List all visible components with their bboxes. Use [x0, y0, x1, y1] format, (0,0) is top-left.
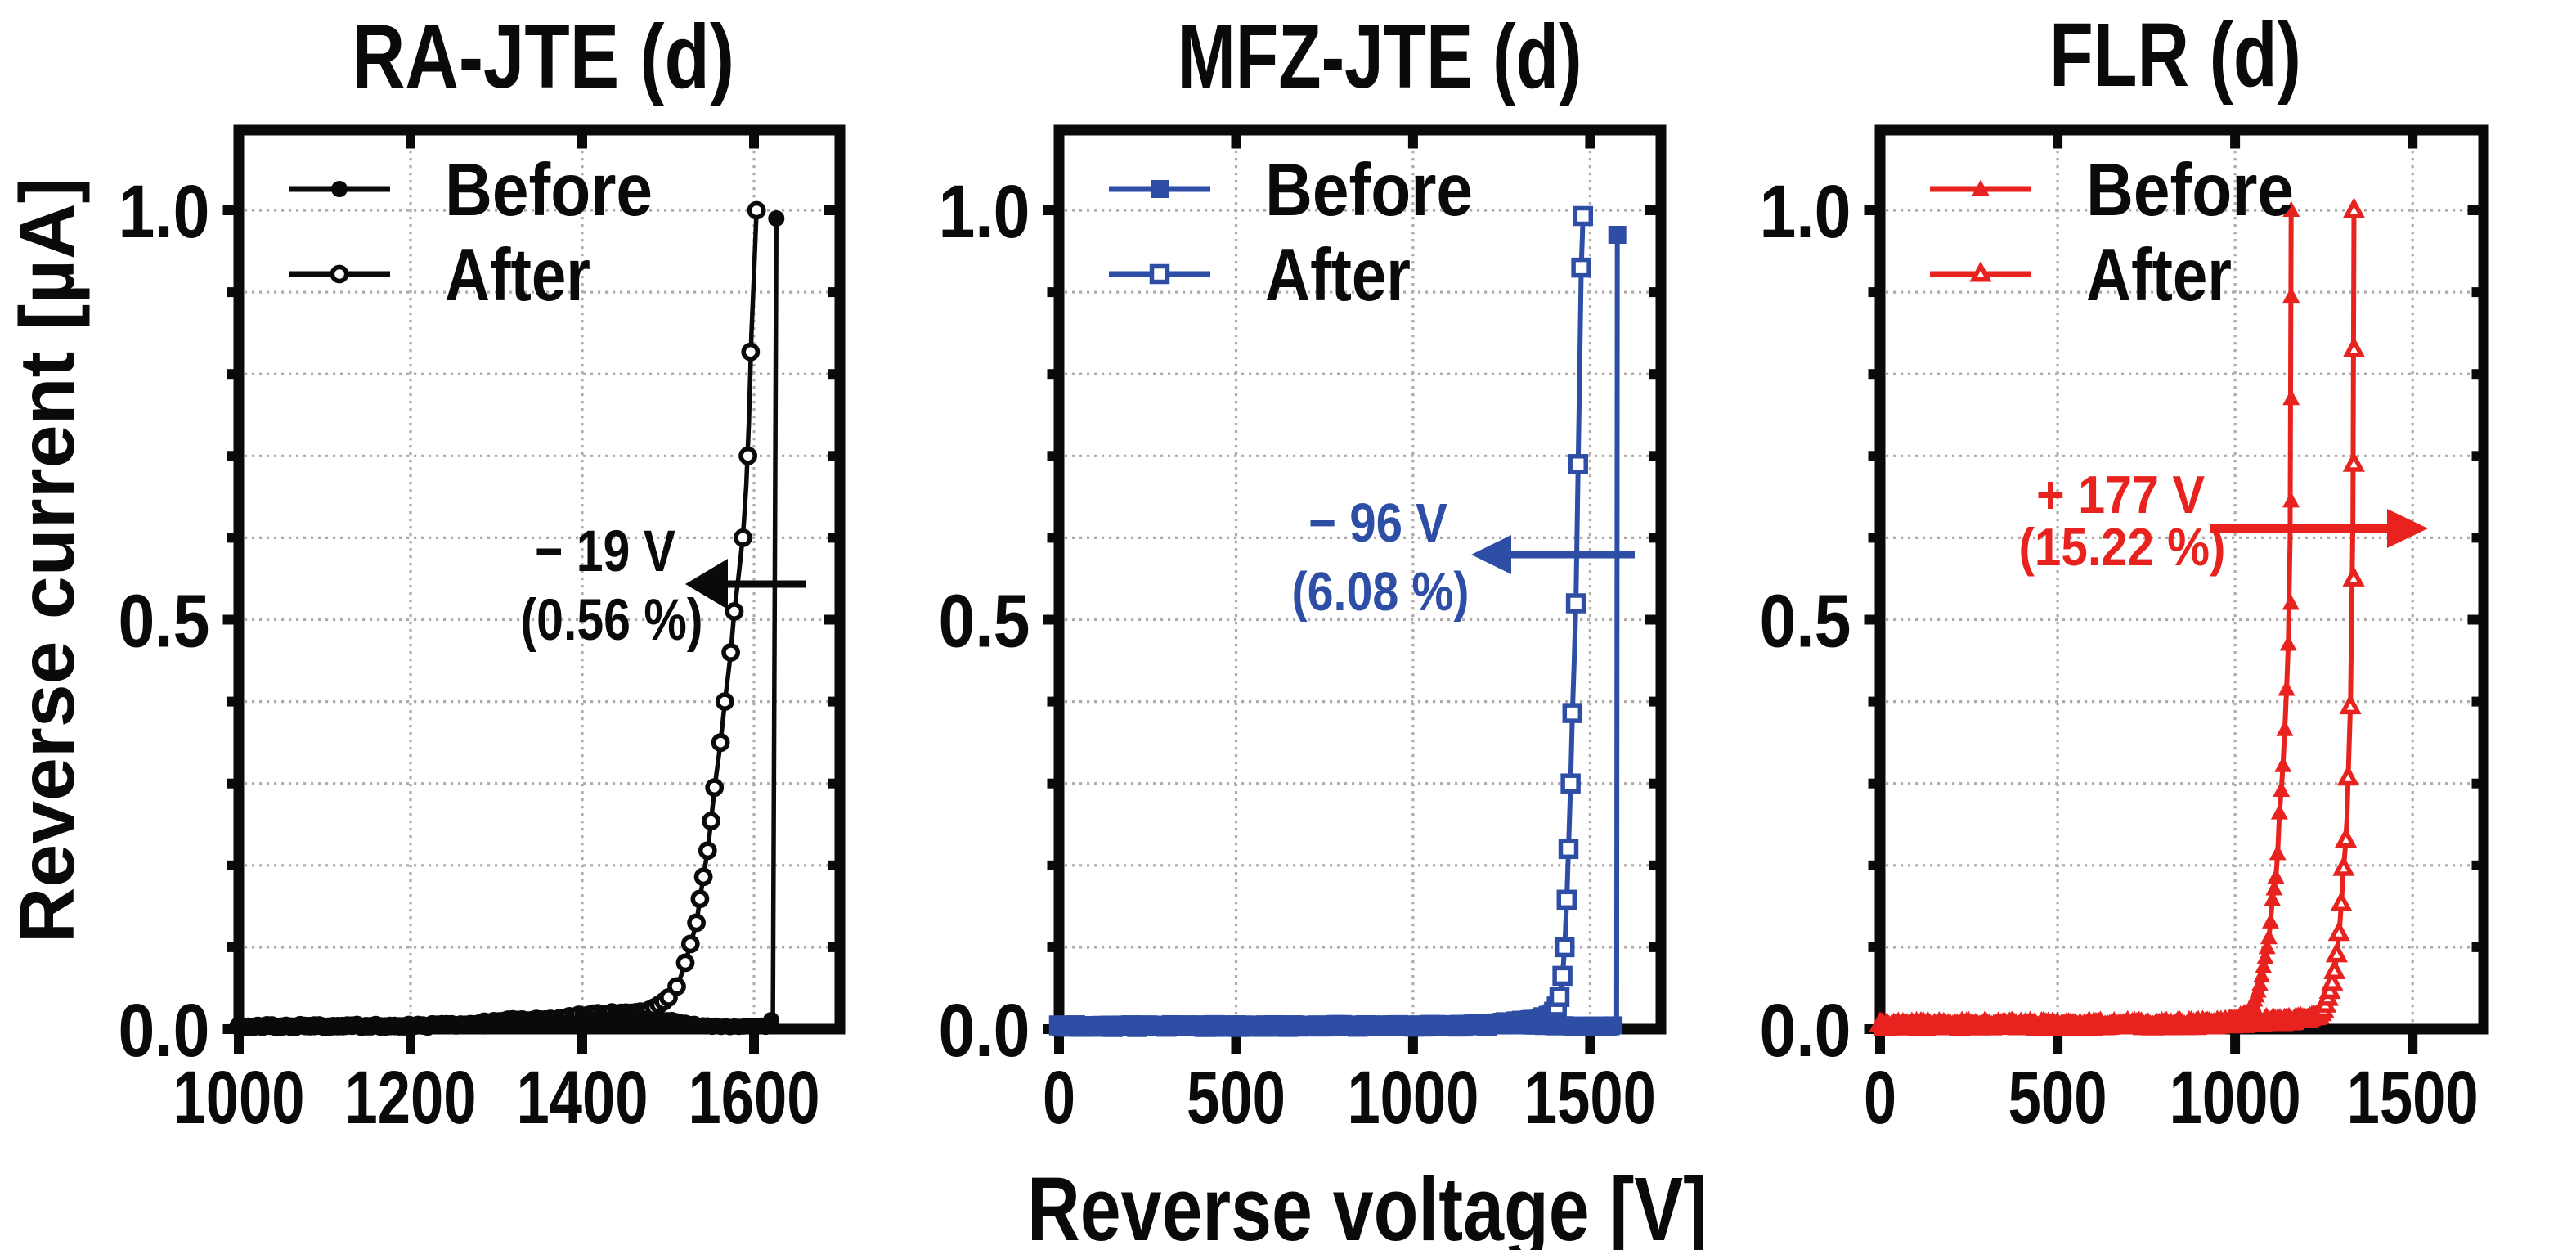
svg-text:0.5: 0.5	[119, 580, 210, 663]
svg-text:1.0: 1.0	[1760, 170, 1851, 254]
svg-text:+ 177 V: + 177 V	[2036, 465, 2205, 524]
svg-text:0: 0	[1864, 1056, 1896, 1140]
svg-text:(6.08 %): (6.08 %)	[1292, 561, 1470, 623]
svg-text:1500: 1500	[2347, 1056, 2479, 1140]
svg-text:0.0: 0.0	[119, 989, 210, 1072]
svg-text:− 96 V: − 96 V	[1308, 492, 1447, 554]
svg-text:After: After	[2086, 234, 2232, 317]
svg-text:1000: 1000	[2170, 1056, 2301, 1140]
svg-text:Reverse voltage [V]: Reverse voltage [V]	[1027, 1159, 1708, 1250]
svg-text:Before: Before	[1265, 149, 1473, 232]
svg-text:0.0: 0.0	[1760, 989, 1851, 1072]
svg-text:After: After	[445, 234, 590, 317]
svg-text:0.0: 0.0	[939, 989, 1030, 1072]
svg-text:1500: 1500	[1524, 1056, 1656, 1140]
svg-text:1600: 1600	[689, 1056, 820, 1140]
svg-text:500: 500	[2008, 1056, 2107, 1140]
svg-text:Reverse current [µA]: Reverse current [µA]	[4, 178, 91, 943]
svg-text:1000: 1000	[1347, 1056, 1479, 1140]
svg-text:(15.22 %): (15.22 %)	[2019, 517, 2226, 577]
svg-text:0: 0	[1043, 1056, 1075, 1140]
svg-text:MFZ-JTE (d): MFZ-JTE (d)	[1178, 7, 1582, 107]
svg-text:Before: Before	[445, 149, 653, 232]
svg-text:1200: 1200	[345, 1056, 477, 1140]
svg-text:FLR (d): FLR (d)	[2049, 5, 2301, 106]
svg-text:1.0: 1.0	[939, 170, 1030, 254]
svg-text:After: After	[1265, 234, 1411, 317]
svg-text:Before: Before	[2086, 149, 2294, 232]
svg-text:1400: 1400	[517, 1056, 648, 1140]
svg-text:RA-JTE (d): RA-JTE (d)	[352, 7, 734, 107]
svg-text:0.5: 0.5	[1760, 580, 1851, 663]
svg-text:− 19 V: − 19 V	[535, 519, 675, 584]
svg-text:0.5: 0.5	[939, 580, 1030, 663]
svg-text:1.0: 1.0	[119, 170, 210, 254]
svg-text:500: 500	[1187, 1056, 1286, 1140]
svg-text:(0.56 %): (0.56 %)	[521, 588, 703, 653]
svg-text:1000: 1000	[173, 1056, 305, 1140]
